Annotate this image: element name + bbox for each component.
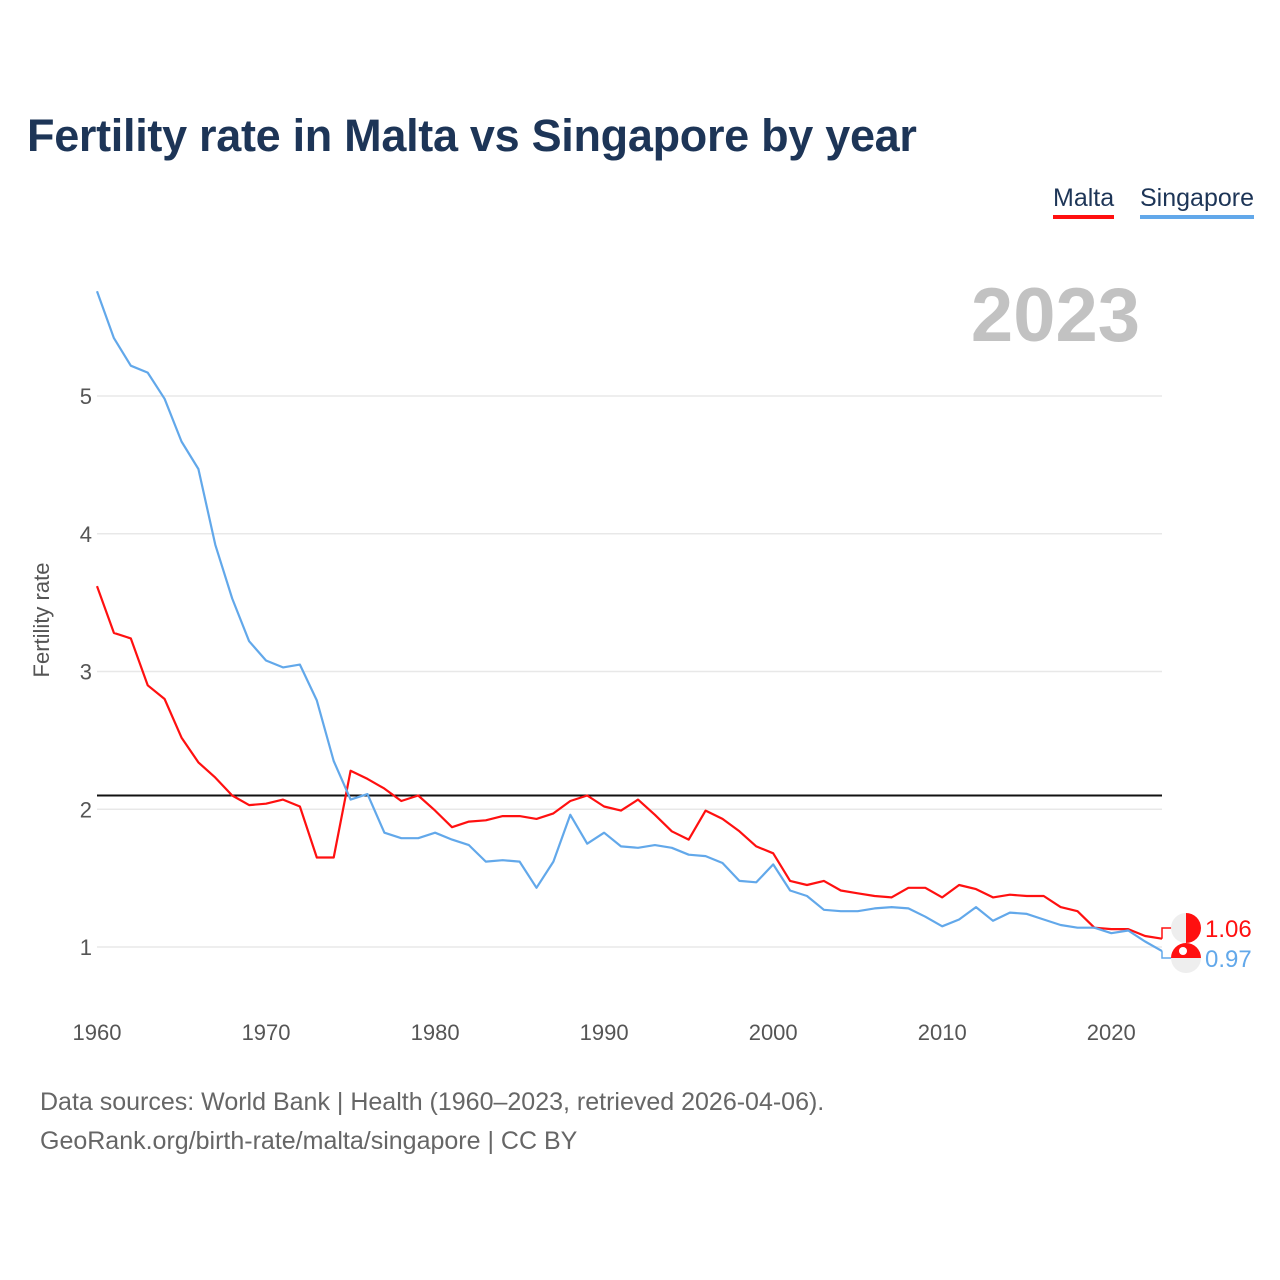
- year-badge: 2023: [970, 273, 1140, 358]
- flag-body: [1171, 943, 1201, 973]
- end-connector: [1161, 951, 1172, 959]
- flag-red: [1186, 913, 1201, 943]
- flag-body: [1171, 913, 1201, 943]
- footer-attribution[interactable]: GeoRank.org/birth-rate/malta/singapore |…: [40, 1127, 578, 1155]
- flag-moon: [1179, 947, 1187, 955]
- y-tick-label: 1: [80, 935, 92, 960]
- flag-white: [1171, 913, 1186, 943]
- end-value-label: 0.97: [1205, 946, 1252, 973]
- end-value-label: 1.06: [1205, 916, 1252, 943]
- x-tick-label: 2000: [749, 1020, 798, 1045]
- x-tick-label: 1960: [73, 1020, 122, 1045]
- legend-item-malta[interactable]: Malta: [1053, 184, 1115, 219]
- singapore-flag-icon: [1171, 943, 1201, 973]
- x-tick-label: 1990: [580, 1020, 629, 1045]
- y-tick-label: 2: [80, 797, 92, 822]
- x-tick-label: 1970: [242, 1020, 291, 1045]
- series-line-malta: [95, 585, 1163, 940]
- y-tick-label: 5: [80, 384, 92, 409]
- legend-item-singapore[interactable]: Singapore: [1140, 184, 1254, 219]
- series-line-singapore: [95, 290, 1163, 953]
- chart-title: Fertility rate in Malta vs Singapore by …: [27, 110, 917, 161]
- x-tick-label: 2020: [1087, 1020, 1136, 1045]
- y-tick-label: 4: [80, 522, 92, 547]
- x-tick-label: 1980: [411, 1020, 460, 1045]
- x-tick-label: 2010: [918, 1020, 967, 1045]
- flag-white: [1171, 958, 1201, 973]
- malta-flag-icon: [1171, 913, 1201, 943]
- footer-sources: Data sources: World Bank | Health (1960–…: [40, 1088, 825, 1116]
- end-connector: [1161, 927, 1172, 939]
- y-tick-label: 3: [80, 660, 92, 685]
